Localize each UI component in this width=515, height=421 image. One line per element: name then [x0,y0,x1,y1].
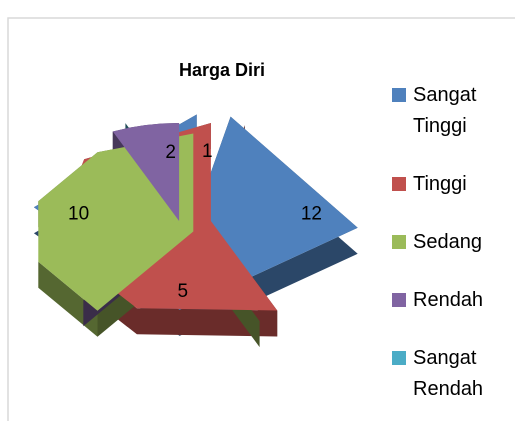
legend-label: Rendah [413,289,484,311]
chart-title: Harga Diri [179,60,265,80]
legend-swatch [392,351,406,365]
legend-item: Sangat Rendah [390,343,510,405]
legend-swatch [392,88,406,102]
legend-swatch [392,235,406,249]
legend-item: Sangat Tinggi [390,80,510,142]
legend-label: Sangat Rendah [413,347,484,400]
value-label: 12 [301,204,322,225]
legend: Sangat Tinggi Tinggi Sedang Rendah Sangat Re… [390,80,510,421]
slice-tops [33,114,358,311]
legend-item: Rendah [390,285,510,316]
value-label: 5 [177,281,188,302]
value-label: 2 [165,142,176,163]
chart-border [7,17,515,421]
legend-label: Sangat Tinggi [413,84,477,137]
legend-swatch [392,293,406,307]
value-label: 10 [68,204,89,225]
legend-item: Sedang [390,227,510,258]
value-label: 1 [202,141,213,162]
slice [112,123,180,221]
legend-label: Sedang [413,231,482,253]
legend-label: Tinggi [413,173,467,195]
legend-item: Tinggi [390,169,510,200]
legend-swatch [392,177,406,191]
